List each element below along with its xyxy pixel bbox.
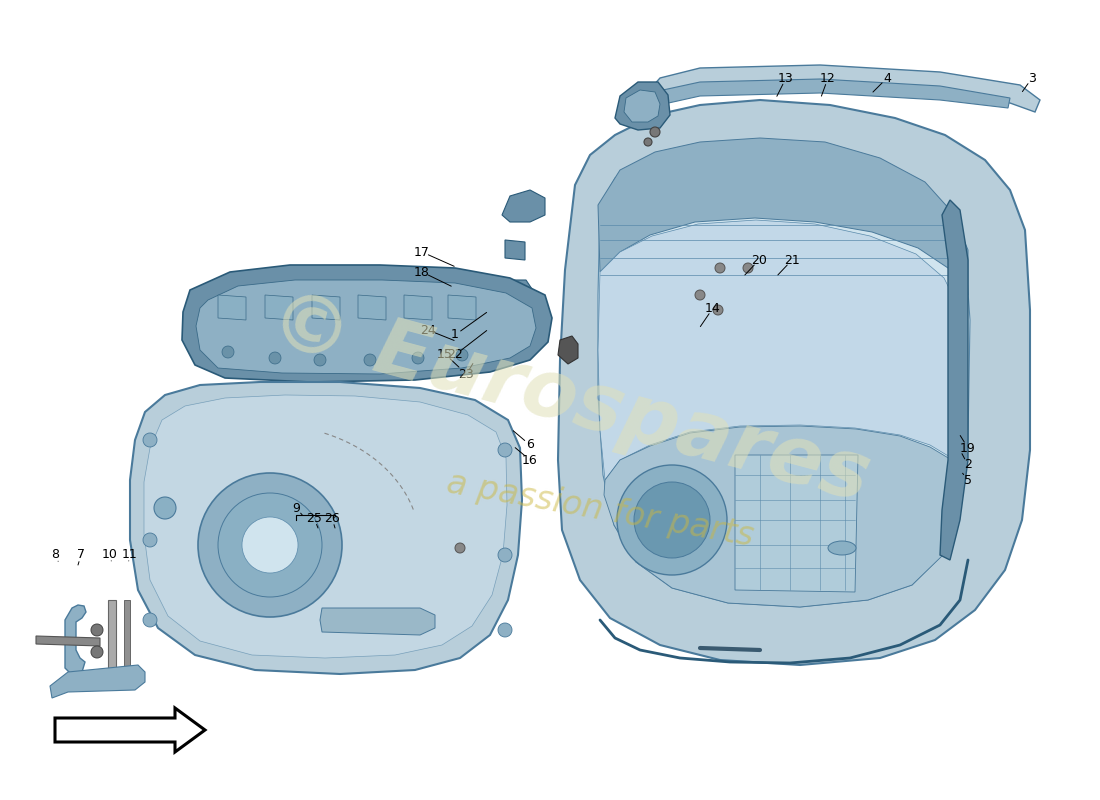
Text: 10: 10 bbox=[102, 547, 118, 561]
Circle shape bbox=[143, 433, 157, 447]
Polygon shape bbox=[265, 295, 293, 320]
Text: 17: 17 bbox=[414, 246, 430, 258]
Circle shape bbox=[634, 482, 710, 558]
Text: 24: 24 bbox=[420, 323, 436, 337]
Polygon shape bbox=[505, 240, 525, 260]
Text: 18: 18 bbox=[414, 266, 430, 278]
Polygon shape bbox=[50, 665, 145, 698]
Circle shape bbox=[154, 497, 176, 519]
Polygon shape bbox=[55, 708, 205, 752]
Text: 2: 2 bbox=[964, 458, 972, 471]
Polygon shape bbox=[218, 295, 246, 320]
Polygon shape bbox=[604, 426, 960, 607]
Text: 26: 26 bbox=[324, 511, 340, 525]
Circle shape bbox=[314, 354, 326, 366]
Text: 23: 23 bbox=[458, 369, 474, 382]
Text: a passion for parts: a passion for parts bbox=[444, 466, 756, 554]
Circle shape bbox=[198, 473, 342, 617]
Circle shape bbox=[644, 138, 652, 146]
Text: 19: 19 bbox=[960, 442, 976, 454]
Text: 15: 15 bbox=[437, 347, 453, 361]
Polygon shape bbox=[940, 200, 968, 560]
Circle shape bbox=[498, 548, 512, 562]
Polygon shape bbox=[502, 190, 544, 222]
Circle shape bbox=[364, 354, 376, 366]
Polygon shape bbox=[624, 90, 660, 122]
Polygon shape bbox=[130, 382, 522, 674]
Ellipse shape bbox=[828, 541, 856, 555]
Polygon shape bbox=[735, 455, 858, 592]
Text: 13: 13 bbox=[778, 71, 794, 85]
Text: 1: 1 bbox=[451, 329, 459, 342]
Text: © Eurospares: © Eurospares bbox=[262, 282, 879, 518]
Text: 5: 5 bbox=[964, 474, 972, 486]
Polygon shape bbox=[36, 636, 100, 646]
Text: 8: 8 bbox=[51, 549, 59, 562]
Polygon shape bbox=[196, 280, 536, 374]
Circle shape bbox=[455, 543, 465, 553]
Polygon shape bbox=[358, 295, 386, 320]
Circle shape bbox=[742, 263, 754, 273]
Text: 9: 9 bbox=[293, 502, 300, 514]
Polygon shape bbox=[182, 265, 552, 382]
Polygon shape bbox=[558, 336, 578, 364]
Circle shape bbox=[143, 613, 157, 627]
Text: 6: 6 bbox=[526, 438, 534, 451]
Circle shape bbox=[486, 428, 494, 436]
Circle shape bbox=[498, 443, 512, 457]
Circle shape bbox=[617, 465, 727, 575]
Circle shape bbox=[695, 290, 705, 300]
Text: 25: 25 bbox=[306, 511, 322, 525]
Polygon shape bbox=[312, 295, 340, 320]
Circle shape bbox=[270, 352, 280, 364]
Text: 16: 16 bbox=[522, 454, 538, 466]
Circle shape bbox=[143, 533, 157, 547]
Circle shape bbox=[242, 517, 298, 573]
Circle shape bbox=[713, 305, 723, 315]
Text: 7: 7 bbox=[77, 549, 85, 562]
Polygon shape bbox=[598, 220, 965, 480]
Circle shape bbox=[91, 624, 103, 636]
Polygon shape bbox=[65, 605, 86, 675]
Circle shape bbox=[456, 349, 468, 361]
Text: 12: 12 bbox=[821, 71, 836, 85]
Text: 3: 3 bbox=[1028, 71, 1036, 85]
Circle shape bbox=[650, 127, 660, 137]
Text: 14: 14 bbox=[705, 302, 720, 314]
Text: 11: 11 bbox=[122, 547, 138, 561]
Text: 20: 20 bbox=[751, 254, 767, 266]
Polygon shape bbox=[508, 280, 534, 314]
Circle shape bbox=[412, 352, 424, 364]
Circle shape bbox=[715, 263, 725, 273]
Text: 22: 22 bbox=[447, 349, 463, 362]
Polygon shape bbox=[645, 65, 1040, 112]
Polygon shape bbox=[108, 600, 115, 680]
Polygon shape bbox=[124, 600, 130, 680]
Polygon shape bbox=[404, 295, 432, 320]
Polygon shape bbox=[448, 295, 476, 320]
Polygon shape bbox=[144, 395, 507, 658]
Circle shape bbox=[218, 493, 322, 597]
Polygon shape bbox=[320, 608, 434, 635]
Circle shape bbox=[498, 623, 512, 637]
Polygon shape bbox=[558, 100, 1030, 665]
Text: 21: 21 bbox=[784, 254, 800, 266]
Polygon shape bbox=[598, 142, 970, 607]
Polygon shape bbox=[598, 138, 968, 295]
Polygon shape bbox=[660, 79, 1010, 108]
Circle shape bbox=[91, 646, 103, 658]
Text: 4: 4 bbox=[883, 71, 891, 85]
Circle shape bbox=[481, 415, 491, 425]
Polygon shape bbox=[615, 82, 670, 130]
Circle shape bbox=[222, 346, 234, 358]
